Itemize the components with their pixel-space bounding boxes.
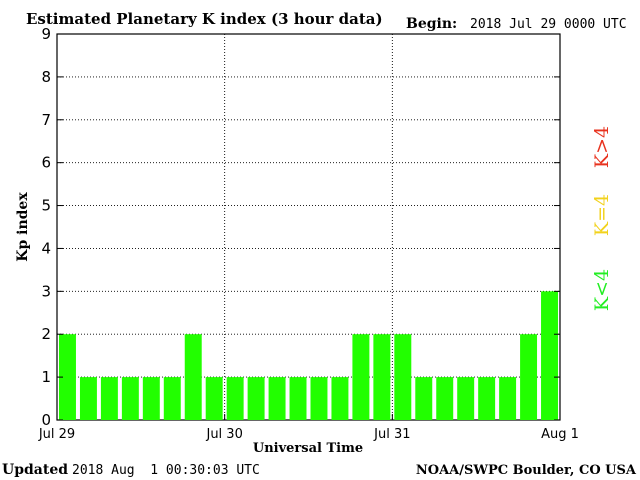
- bar: [520, 334, 538, 420]
- bar: [205, 377, 223, 420]
- y-tick-label: 7: [41, 111, 51, 129]
- bar: [331, 377, 349, 420]
- y-axis-ticks: 0 1 2 3 4 5 6 7 8 9: [41, 25, 560, 429]
- bars: [59, 291, 558, 420]
- bar: [436, 377, 454, 420]
- x-tick-label: Jul 30: [205, 427, 242, 442]
- bar: [310, 377, 328, 420]
- begin-label: Begin:: [406, 16, 457, 32]
- x-tick-label: Jul 31: [373, 427, 410, 442]
- bar: [100, 377, 118, 420]
- bar: [184, 334, 202, 420]
- y-axis-label: Kp index: [15, 192, 31, 262]
- bar: [394, 334, 412, 420]
- y-tick-label: 0: [41, 411, 51, 429]
- legend-k-less-4: K<4: [591, 269, 613, 311]
- y-tick-label: 2: [41, 325, 51, 343]
- bar: [289, 377, 307, 420]
- grid-lines: [57, 34, 560, 420]
- bar: [79, 377, 97, 420]
- x-tick-label: Jul 29: [38, 427, 75, 442]
- x-tick-label: Aug 1: [541, 427, 579, 442]
- plot-frame: [56, 33, 561, 421]
- y-tick-label: 1: [41, 368, 51, 386]
- y-tick-label: 4: [41, 239, 51, 257]
- bar: [247, 377, 265, 420]
- bar: [457, 377, 475, 420]
- legend-k-greater-4: K>4: [591, 126, 613, 168]
- bar: [163, 377, 181, 420]
- updated-value: 2018 Aug 1 00:30:03 UTC: [72, 463, 260, 478]
- bar: [499, 377, 517, 420]
- bar: [142, 377, 160, 420]
- chart-title: Estimated Planetary K index (3 hour data…: [26, 10, 383, 28]
- y-tick-label: 9: [41, 25, 51, 43]
- y-tick-label: 8: [41, 68, 51, 86]
- x-axis-label: Universal Time: [253, 441, 363, 456]
- bar: [226, 377, 244, 420]
- bar: [415, 377, 433, 420]
- bar: [373, 334, 391, 420]
- bar: [478, 377, 496, 420]
- bar: [352, 334, 370, 420]
- source-credit: NOAA/SWPC Boulder, CO USA: [416, 463, 637, 478]
- bar: [121, 377, 139, 420]
- bar: [268, 377, 286, 420]
- y-tick-label: 5: [41, 197, 51, 215]
- legend-k-equal-4: K=4: [591, 194, 613, 236]
- y-tick-label: 6: [41, 154, 51, 172]
- updated-label: Updated: [2, 462, 68, 478]
- bar: [59, 334, 76, 420]
- x-axis-ticks: Jul 29 Jul 30 Jul 31 Aug 1: [38, 414, 579, 442]
- bar: [541, 291, 558, 420]
- begin-value: 2018 Jul 29 0000 UTC: [470, 17, 627, 32]
- y-tick-label: 3: [41, 282, 51, 300]
